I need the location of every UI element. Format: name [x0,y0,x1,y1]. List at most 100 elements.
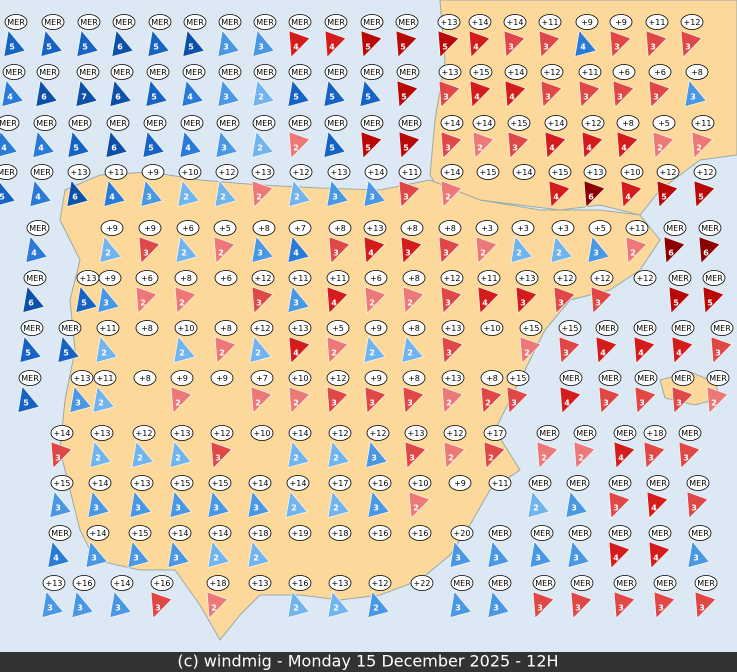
wind-force: 3 [258,43,264,52]
station-label: MER [573,579,591,588]
wind-force: 2 [446,399,452,408]
label-bubble [613,575,637,591]
wind-arrow [109,79,132,107]
wind-force: 4 [187,93,193,102]
label-bubble [476,164,500,180]
wind-arrow [567,540,590,568]
wind-force: 5 [23,399,29,408]
label-bubble [168,525,192,541]
label-bubble [42,575,66,591]
label-bubble [488,475,512,491]
wind-force: 3 [93,504,99,513]
wind-arrow [678,441,701,469]
wind-force: 5 [442,43,448,52]
station-label: +15 [54,479,71,488]
wind-arrow [671,336,694,364]
wind-force: 3 [658,604,664,613]
wind-arrow [613,441,636,469]
wind-arrow [480,386,503,414]
station-label: MER [363,18,381,27]
wind-arrow [326,179,349,207]
label-bubble [408,475,432,491]
wind-force: 3 [543,43,549,52]
wind-arrow [367,490,390,518]
label-bubble [645,14,669,30]
wind-force: 5 [698,193,704,202]
label-bubble [581,115,605,131]
station-label: +15 [212,479,229,488]
wind-arrow [529,540,552,568]
wind-arrow [652,131,675,159]
label-bubble [286,475,310,491]
wind-arrow [574,29,597,57]
wind-force: 3 [253,504,259,513]
wind-arrow [663,236,686,264]
wind-arrow [608,491,631,519]
label-bubble [250,425,274,441]
wind-force: 4 [600,349,606,358]
wind-arrow [398,131,421,159]
wind-arrow [95,335,118,363]
station-label: +14 [444,119,461,128]
station-label: +5 [594,224,606,233]
label-bubble [477,270,501,286]
station-label: +8 [334,224,346,233]
wind-arrow [179,130,202,158]
label-bubble [404,425,428,441]
label-bubble [72,575,96,591]
wind-force: 3 [691,504,697,513]
label-bubble [58,320,82,336]
label-bubble [402,270,426,286]
station-label: MER [291,18,309,27]
wind-force: 4 [185,144,191,153]
wind-force: 2 [213,554,219,563]
wind-arrow [633,336,656,364]
station-label: +14 [472,18,489,27]
station-label: MER [491,579,509,588]
wind-force: 3 [407,399,413,408]
wind-arrow [217,29,240,57]
wind-arrow [328,236,351,264]
station-label: +14 [172,529,189,538]
station-label: MER [80,18,98,27]
station-label: MER [398,18,416,27]
wind-force: 4 [35,193,41,202]
label-bubble [437,14,461,30]
station-label: MER [453,579,471,588]
wind-force: 3 [545,93,551,102]
label-bubble [170,475,194,491]
station-label: MER [149,68,167,77]
wind-arrow [32,130,55,158]
wind-arrow [634,386,657,414]
wind-force: 2 [516,249,522,258]
wind-force: 2 [485,399,491,408]
station-label: +12 [637,274,654,283]
label-bubble [368,525,392,541]
wind-force: 3 [683,454,689,463]
wind-arrow [687,540,710,568]
station-label: +11 [542,18,559,27]
wind-arrow [214,179,237,207]
label-bubble [469,64,493,80]
station-label: MER [531,479,549,488]
station-label: MER [671,274,689,283]
label-bubble [48,525,72,541]
wind-arrow [504,80,527,108]
label-bubble [653,575,677,591]
wind-force: 4 [564,399,570,408]
wind-arrow [468,30,491,58]
wind-arrow [400,236,423,264]
label-bubble [250,320,274,336]
label-bubble [400,220,424,236]
wind-force: 3 [373,504,379,513]
wind-arrow [47,540,70,568]
wind-arrow [217,79,240,107]
wind-arrow [288,336,311,364]
station-label: MER [185,68,203,77]
wind-force: 5 [403,144,409,153]
station-label: +13 [80,274,97,283]
station-label: MER [256,18,274,27]
label-bubble [483,425,507,441]
wind-force: 4 [653,554,659,563]
